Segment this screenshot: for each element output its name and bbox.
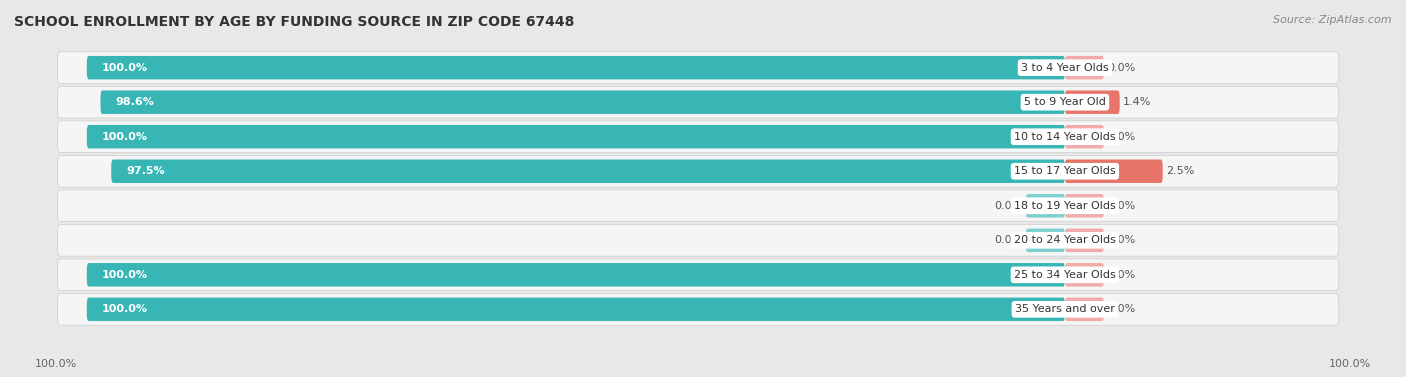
FancyBboxPatch shape bbox=[1064, 159, 1163, 183]
FancyBboxPatch shape bbox=[58, 224, 1339, 256]
FancyBboxPatch shape bbox=[58, 86, 1339, 118]
Text: 0.0%: 0.0% bbox=[1107, 270, 1135, 280]
FancyBboxPatch shape bbox=[87, 125, 1064, 149]
Text: 2.5%: 2.5% bbox=[1166, 166, 1194, 176]
Text: 0.0%: 0.0% bbox=[1107, 132, 1135, 142]
Text: 100.0%: 100.0% bbox=[35, 359, 77, 369]
Text: 0.0%: 0.0% bbox=[994, 235, 1022, 245]
Text: 3 to 4 Year Olds: 3 to 4 Year Olds bbox=[1021, 63, 1109, 73]
Text: 18 to 19 Year Olds: 18 to 19 Year Olds bbox=[1014, 201, 1116, 211]
Text: 5 to 9 Year Old: 5 to 9 Year Old bbox=[1024, 97, 1107, 107]
Text: 100.0%: 100.0% bbox=[101, 132, 148, 142]
Text: 15 to 17 Year Olds: 15 to 17 Year Olds bbox=[1014, 166, 1116, 176]
Text: 0.0%: 0.0% bbox=[1107, 235, 1135, 245]
FancyBboxPatch shape bbox=[87, 297, 1064, 321]
FancyBboxPatch shape bbox=[58, 121, 1339, 153]
FancyBboxPatch shape bbox=[87, 263, 1064, 287]
FancyBboxPatch shape bbox=[58, 155, 1339, 187]
FancyBboxPatch shape bbox=[1064, 297, 1104, 321]
Text: 20 to 24 Year Olds: 20 to 24 Year Olds bbox=[1014, 235, 1116, 245]
FancyBboxPatch shape bbox=[58, 52, 1339, 84]
Text: 10 to 14 Year Olds: 10 to 14 Year Olds bbox=[1014, 132, 1116, 142]
Text: 0.0%: 0.0% bbox=[1107, 304, 1135, 314]
FancyBboxPatch shape bbox=[1064, 90, 1119, 114]
FancyBboxPatch shape bbox=[1064, 194, 1104, 218]
Text: 35 Years and over: 35 Years and over bbox=[1015, 304, 1115, 314]
FancyBboxPatch shape bbox=[1064, 125, 1104, 149]
FancyBboxPatch shape bbox=[58, 293, 1339, 325]
FancyBboxPatch shape bbox=[1026, 228, 1064, 252]
FancyBboxPatch shape bbox=[58, 190, 1339, 222]
Text: 100.0%: 100.0% bbox=[1329, 359, 1371, 369]
FancyBboxPatch shape bbox=[58, 259, 1339, 291]
Text: 1.4%: 1.4% bbox=[1122, 97, 1152, 107]
Text: 100.0%: 100.0% bbox=[101, 63, 148, 73]
FancyBboxPatch shape bbox=[1026, 194, 1064, 218]
FancyBboxPatch shape bbox=[111, 159, 1064, 183]
Text: SCHOOL ENROLLMENT BY AGE BY FUNDING SOURCE IN ZIP CODE 67448: SCHOOL ENROLLMENT BY AGE BY FUNDING SOUR… bbox=[14, 15, 575, 29]
FancyBboxPatch shape bbox=[1064, 263, 1104, 287]
FancyBboxPatch shape bbox=[100, 90, 1064, 114]
Text: 0.0%: 0.0% bbox=[1107, 201, 1135, 211]
Text: 100.0%: 100.0% bbox=[101, 270, 148, 280]
FancyBboxPatch shape bbox=[87, 56, 1064, 80]
Text: 25 to 34 Year Olds: 25 to 34 Year Olds bbox=[1014, 270, 1116, 280]
Text: 97.5%: 97.5% bbox=[127, 166, 165, 176]
Text: 100.0%: 100.0% bbox=[101, 304, 148, 314]
FancyBboxPatch shape bbox=[1064, 228, 1104, 252]
Text: 0.0%: 0.0% bbox=[994, 201, 1022, 211]
Text: 98.6%: 98.6% bbox=[115, 97, 155, 107]
FancyBboxPatch shape bbox=[1064, 56, 1104, 80]
Text: Source: ZipAtlas.com: Source: ZipAtlas.com bbox=[1274, 15, 1392, 25]
Text: 0.0%: 0.0% bbox=[1107, 63, 1135, 73]
